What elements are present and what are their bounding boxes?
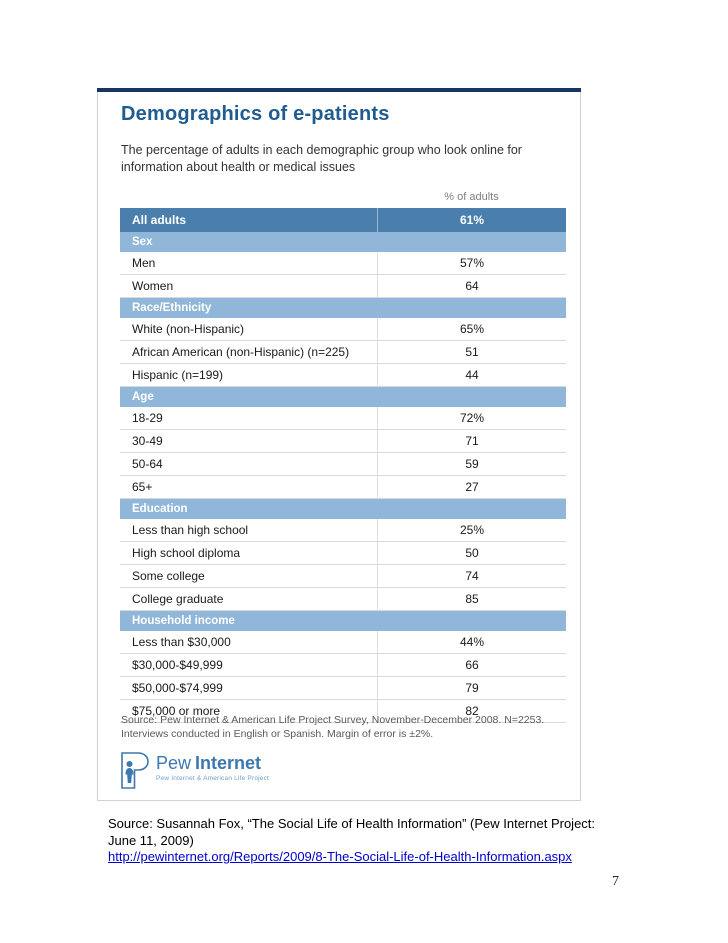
citation-block: Source: Susannah Fox, “The Social Life o… bbox=[108, 816, 648, 866]
row-label: Age bbox=[132, 391, 154, 403]
citation-line1: Source: Susannah Fox, “The Social Life o… bbox=[108, 816, 596, 831]
row-label: $75,000 or more bbox=[132, 704, 221, 718]
demographics-table: All adults 61% Sex Men 57% Women 64 Race/Ethnic… bbox=[120, 208, 566, 723]
row-label: White (non-Hispanic) bbox=[132, 322, 245, 336]
row-label: All adults bbox=[132, 213, 187, 227]
page-subtitle: The percentage of adults in each demogra… bbox=[121, 143, 522, 174]
table-row: All adults 61% bbox=[120, 208, 566, 232]
row-value: 25% bbox=[377, 519, 566, 541]
row-value: 82 bbox=[377, 700, 566, 722]
row-label: 50-64 bbox=[132, 457, 163, 471]
row-label: Sex bbox=[132, 236, 153, 248]
row-value: 51 bbox=[377, 341, 566, 363]
row-label: $30,000-$49,999 bbox=[132, 658, 223, 672]
row-label: Less than high school bbox=[132, 523, 249, 537]
row-label: Race/Ethnicity bbox=[132, 302, 212, 314]
page-number: 7 bbox=[612, 874, 619, 889]
table-row: $75,000 or more 82 bbox=[120, 700, 566, 723]
row-label: 18-29 bbox=[132, 411, 163, 425]
slide-top-accent-bar bbox=[97, 88, 581, 92]
table-row: Hispanic (n=199) 44 bbox=[120, 364, 566, 387]
source-note: Source: Pew Internet & American Life Pro… bbox=[121, 714, 545, 740]
row-label: Women bbox=[132, 279, 174, 293]
row-label: Household income bbox=[132, 615, 235, 627]
page-title: Demographics of e-patients bbox=[121, 103, 390, 125]
table-row: College graduate 85 bbox=[120, 588, 566, 611]
table-row: Some college 74 bbox=[120, 565, 566, 588]
table-row: 50-64 59 bbox=[120, 453, 566, 476]
value-column-header-wrap: % of adults bbox=[120, 191, 566, 203]
citation-line2: June 11, 2009) bbox=[108, 832, 194, 848]
row-value: 50 bbox=[377, 542, 566, 564]
pew-logo-icon bbox=[119, 751, 149, 791]
row-label: High school diploma bbox=[132, 546, 241, 560]
row-value: 74 bbox=[377, 565, 566, 587]
row-label: 65+ bbox=[132, 480, 153, 494]
row-value: 57% bbox=[377, 252, 566, 274]
table-section-row: Household income bbox=[120, 611, 566, 631]
row-label: 30-49 bbox=[132, 434, 163, 448]
pew-brand-first: Pew bbox=[156, 753, 192, 773]
row-value: 61% bbox=[377, 208, 566, 232]
row-label: Hispanic (n=199) bbox=[132, 368, 224, 382]
row-value: 66 bbox=[377, 654, 566, 676]
row-value: 59 bbox=[377, 453, 566, 475]
table-section-row: Education bbox=[120, 499, 566, 519]
pew-logo-tagline: Pew Internet & American Life Project bbox=[156, 775, 270, 782]
table-row: High school diploma 50 bbox=[120, 542, 566, 565]
table-row: Men 57% bbox=[120, 252, 566, 275]
table-row: Less than high school 25% bbox=[120, 519, 566, 542]
table-row: 18-29 72% bbox=[120, 407, 566, 430]
table-row: Less than $30,000 44% bbox=[120, 631, 566, 654]
table-row: African American (non-Hispanic) (n=225) 5… bbox=[120, 341, 566, 364]
row-value: 64 bbox=[377, 275, 566, 297]
pew-brand-name: Pew Internet bbox=[156, 754, 269, 773]
row-label: Education bbox=[132, 503, 188, 515]
citation-link[interactable]: http://pewinternet.org/Reports/2009/8-Th… bbox=[108, 849, 572, 864]
table-row: $30,000-$49,999 66 bbox=[120, 654, 566, 677]
pew-logo-text: Pew Internet Pew Internet & American Life… bbox=[156, 751, 270, 783]
row-value: 44 bbox=[377, 364, 566, 386]
row-value: 79 bbox=[377, 677, 566, 699]
row-label: Less than $30,000 bbox=[132, 635, 231, 649]
table-row: 30-49 71 bbox=[120, 430, 566, 453]
row-value: 44% bbox=[377, 631, 566, 653]
pew-internet-logo: Pew Internet Pew Internet & American Life… bbox=[119, 751, 269, 791]
row-value: 71 bbox=[377, 430, 566, 452]
row-label: Some college bbox=[132, 569, 205, 583]
slide-content-box: Demographics of e-patients The percentag… bbox=[97, 92, 581, 801]
row-label: College graduate bbox=[132, 592, 224, 606]
row-value: 65% bbox=[377, 318, 566, 340]
row-label: African American (non-Hispanic) (n=225) bbox=[132, 345, 350, 359]
row-value: 72% bbox=[377, 407, 566, 429]
row-value: 27 bbox=[377, 476, 566, 498]
row-value: 85 bbox=[377, 588, 566, 610]
table-row: Women 64 bbox=[120, 275, 566, 298]
table-row: 65+ 27 bbox=[120, 476, 566, 499]
table-row: $50,000-$74,999 79 bbox=[120, 677, 566, 700]
table-section-row: Sex bbox=[120, 232, 566, 252]
row-label: $50,000-$74,999 bbox=[132, 681, 223, 695]
table-section-row: Age bbox=[120, 387, 566, 407]
pew-brand-second: Internet bbox=[195, 753, 262, 773]
value-column-header: % of adults bbox=[444, 191, 499, 203]
table-section-row: Race/Ethnicity bbox=[120, 298, 566, 318]
table-row: White (non-Hispanic) 65% bbox=[120, 318, 566, 341]
row-label: Men bbox=[132, 256, 156, 270]
